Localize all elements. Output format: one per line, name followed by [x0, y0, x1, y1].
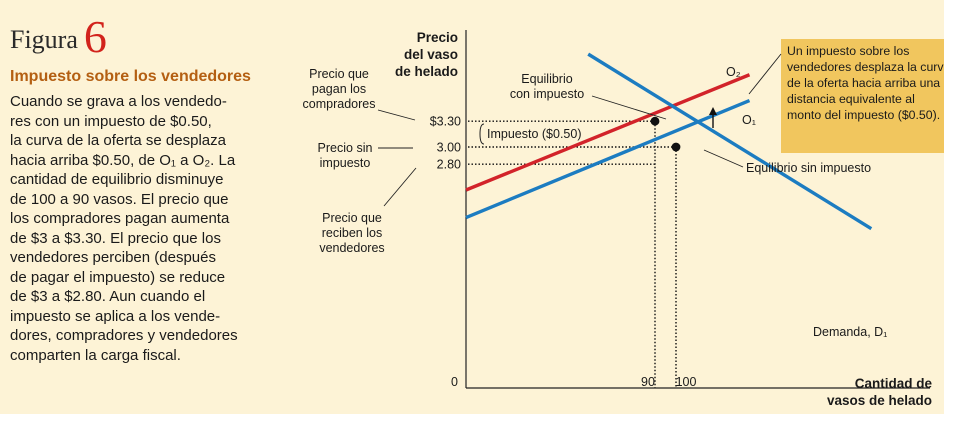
- callout-leader: [748, 53, 782, 95]
- caption-line: los compradores pagan aumenta: [10, 210, 230, 227]
- tax-label: Impuesto ($0.50): [487, 127, 582, 141]
- caption-heading: Impuesto sobre los vendedores: [10, 68, 251, 85]
- caption-line: impuesto se aplica a los vende-: [10, 307, 221, 325]
- callout-text: vendedores desplaza la curva: [787, 60, 944, 74]
- eq-no-tax-leader: [703, 149, 744, 168]
- x-axis-label: vasos de helado: [827, 393, 932, 408]
- callout-text: de la oferta hacia arriba una: [787, 76, 940, 90]
- y-tick-3-00: 3.00: [437, 141, 461, 155]
- y-axis-label: Precio: [417, 30, 458, 45]
- tax-bracket: [479, 123, 485, 145]
- supply-o1-label: O₁: [742, 113, 756, 127]
- figure-number: 6: [83, 11, 107, 62]
- sellers-price-leader: [383, 167, 417, 207]
- eq-with-tax-leader: [591, 95, 667, 120]
- callout-text: Un impuesto sobre los: [787, 44, 909, 58]
- figure-title: Figura 6: [10, 10, 107, 63]
- x-tick-100: 100: [676, 375, 697, 389]
- equilibrium-no-tax-point: [671, 142, 681, 152]
- caption-line: Cuando se grava a los vendedo-: [10, 93, 227, 110]
- caption-line: res con un impuesto de $0.50,: [10, 112, 212, 130]
- buyers-price-label: pagan los: [312, 82, 366, 96]
- caption-line: la curva de la oferta se desplaza: [10, 132, 226, 149]
- caption-line: dores, compradores y vendedores: [10, 327, 238, 344]
- caption-line: comparten la carga fiscal.: [10, 346, 181, 364]
- buyers-price-leader: [377, 109, 416, 121]
- caption-line: de $3 a $3.30. El precio que los: [10, 229, 221, 247]
- sellers-price-label: vendedores: [319, 241, 384, 255]
- price-no-tax-label: impuesto: [320, 156, 371, 170]
- equilibrium-with-tax-point: [650, 116, 660, 126]
- eq-no-tax-label: Equilibrio sin impuesto: [746, 161, 871, 175]
- buyers-price-label: compradores: [303, 97, 376, 111]
- x-tick-90: 90: [641, 375, 655, 389]
- supply-o2-label: O₂: [726, 65, 741, 79]
- caption-line: cantidad de equilibrio disminuye: [10, 171, 224, 188]
- y-axis-label: del vaso: [404, 47, 458, 62]
- caption-line: hacia arriba $0.50, de O₁ a O₂. La: [10, 151, 236, 169]
- eq-with-tax-label: con impuesto: [510, 87, 584, 101]
- y-tick-2-80: 2.80: [437, 158, 461, 172]
- caption-line: vendedores perciben (después: [10, 249, 216, 266]
- caption-line: de 100 a 90 vasos. El precio que: [10, 190, 229, 208]
- y-axis-label: de helado: [395, 64, 458, 79]
- x-axis-label: Cantidad de: [855, 376, 933, 391]
- callout-text: monto del impuesto ($0.50).: [787, 108, 940, 122]
- figure-word: Figura: [10, 25, 78, 54]
- supply-o1-line: [465, 98, 751, 220]
- demand-line: [587, 52, 873, 231]
- sellers-price-label: reciben los: [322, 226, 382, 240]
- price-no-tax-label: Precio sin: [318, 141, 373, 155]
- supply-o2-line: [465, 73, 751, 192]
- supply-demand-chart: Precio del vaso de helado Cantidad de vasos …: [303, 30, 944, 408]
- shift-arrowhead: [709, 107, 717, 115]
- origin-label: 0: [451, 375, 458, 389]
- callout-box: [781, 39, 944, 153]
- buyers-price-label: Precio que: [309, 67, 369, 81]
- caption-line: de pagar el impuesto) se reduce: [10, 268, 226, 286]
- demand-label: Demanda, D₁: [813, 325, 887, 339]
- caption-line: de $3 a $2.80. Aun cuando el: [10, 288, 206, 305]
- eq-with-tax-label: Equilibrio: [521, 72, 572, 86]
- caption-body: Cuando se grava a los vendedo- res con u…: [10, 92, 292, 365]
- sellers-price-label: Precio que: [322, 211, 382, 225]
- y-tick-3-30: $3.30: [430, 115, 461, 129]
- callout-text: distancia equivalente al: [787, 92, 915, 106]
